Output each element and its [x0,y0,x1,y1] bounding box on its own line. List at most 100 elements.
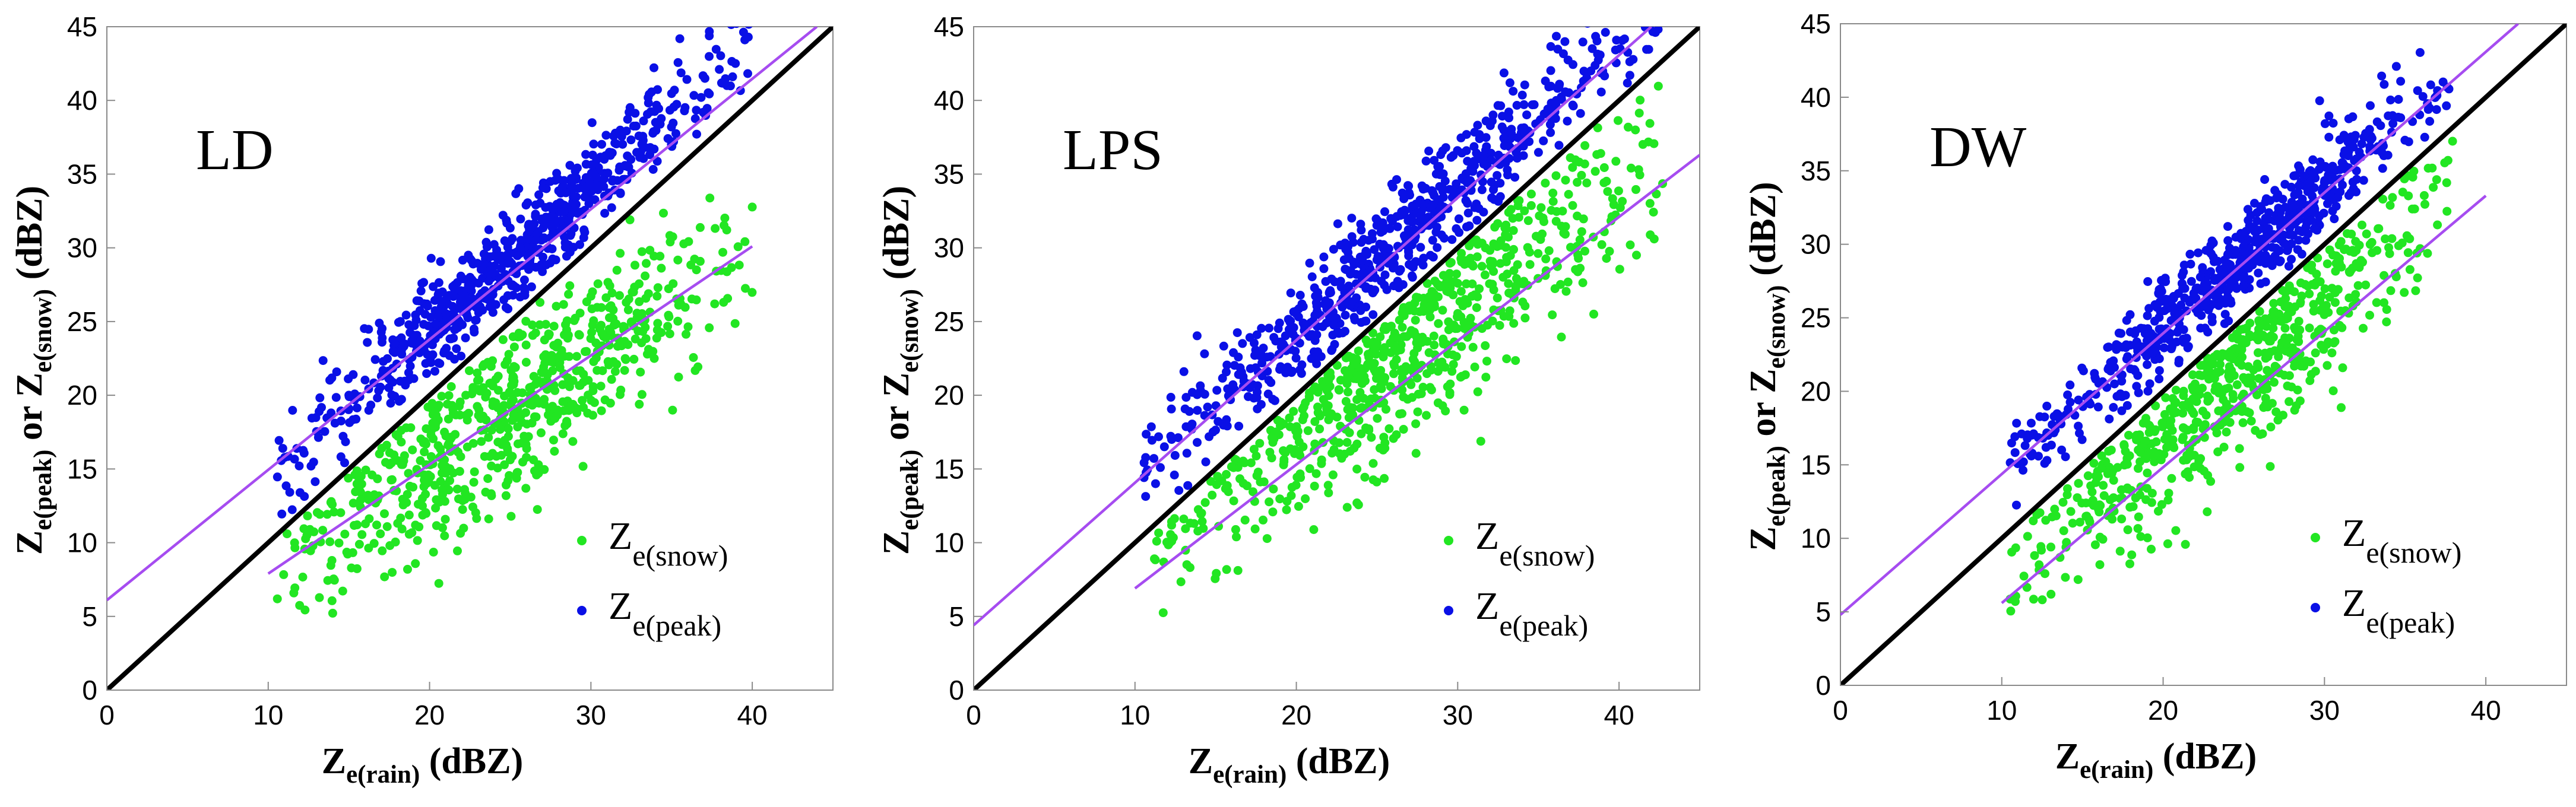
data-point [325,376,334,385]
data-point [673,255,683,265]
data-point [327,556,337,565]
data-point [720,214,730,223]
data-point [687,294,696,304]
data-point [717,78,726,88]
data-point [2345,268,2355,277]
data-point [2331,202,2341,211]
data-point [2385,201,2395,210]
data-point [2158,422,2168,431]
data-point [336,508,346,517]
data-point [2207,236,2217,246]
data-point [434,312,443,322]
data-point [1428,200,1437,209]
data-point [1506,251,1515,260]
data-point [1446,152,1456,162]
data-point [1446,258,1456,267]
data-point [440,531,449,541]
data-point [1544,82,1554,91]
data-point [1422,336,1432,346]
data-point [2042,456,2052,465]
data-point [1470,363,1479,371]
data-point [1536,235,1545,244]
data-point [2268,323,2278,333]
data-point [378,546,387,555]
data-point [1574,253,1583,263]
data-point [1368,363,1378,372]
data-point [731,59,740,68]
data-point [663,322,673,331]
data-point [1535,211,1544,221]
data-point [720,221,728,230]
data-point [312,508,322,517]
data-point [2026,418,2036,428]
data-point [361,465,370,475]
data-point [348,548,357,557]
data-point [2429,183,2438,192]
data-point [641,334,651,344]
data-point [2252,216,2262,225]
data-point [2099,481,2108,490]
data-point [1473,387,1482,396]
data-point [397,395,406,404]
data-point [1626,163,1636,173]
data-point [377,444,386,453]
y-tick-label: 45 [67,11,97,42]
data-point [1457,249,1466,258]
data-point [1422,369,1431,379]
data-point [2116,329,2126,338]
data-point [451,325,460,334]
data-point [560,421,570,430]
data-point [380,509,389,519]
data-point [2352,166,2361,176]
data-point [1222,470,1231,479]
x-tick-label: 30 [1443,700,1473,730]
data-point [2283,310,2292,320]
data-point [2263,384,2272,393]
data-point [2379,298,2388,307]
data-point [1218,373,1227,383]
data-point [741,284,750,293]
data-point [2442,178,2451,188]
data-point [635,399,644,409]
data-point [723,294,733,303]
data-point [521,358,531,367]
data-point [469,478,479,487]
data-point [1349,313,1359,322]
data-point [2122,459,2132,469]
data-point [393,431,403,441]
data-point [637,390,647,399]
data-point [1614,186,1623,196]
data-point [1506,205,1516,214]
data-point [436,476,445,486]
data-point [1437,230,1446,240]
data-point [1457,148,1466,158]
data-point [2432,105,2441,115]
data-point [1368,459,1378,468]
data-point [2279,411,2287,420]
data-point [531,412,541,422]
data-point [2374,224,2384,233]
data-point [2379,80,2389,89]
data-point [565,377,575,386]
data-point [2062,538,2071,547]
data-point [1615,265,1624,274]
data-point [1611,45,1620,55]
data-point [353,520,362,529]
data-point [2315,277,2325,287]
data-point [2400,135,2410,145]
data-point [2116,390,2125,399]
data-point [2338,363,2347,373]
data-point [1222,415,1231,424]
data-point [1206,476,1215,486]
data-point [2103,469,2112,478]
data-point [1339,255,1349,265]
data-point [1257,323,1266,333]
data-point [597,139,606,149]
data-point [1139,458,1149,468]
data-point [322,510,332,519]
data-point [1450,277,1459,286]
y-tick-label: 0 [1815,670,1831,701]
data-point [379,357,388,366]
data-point [1176,577,1186,586]
data-point [394,317,403,327]
